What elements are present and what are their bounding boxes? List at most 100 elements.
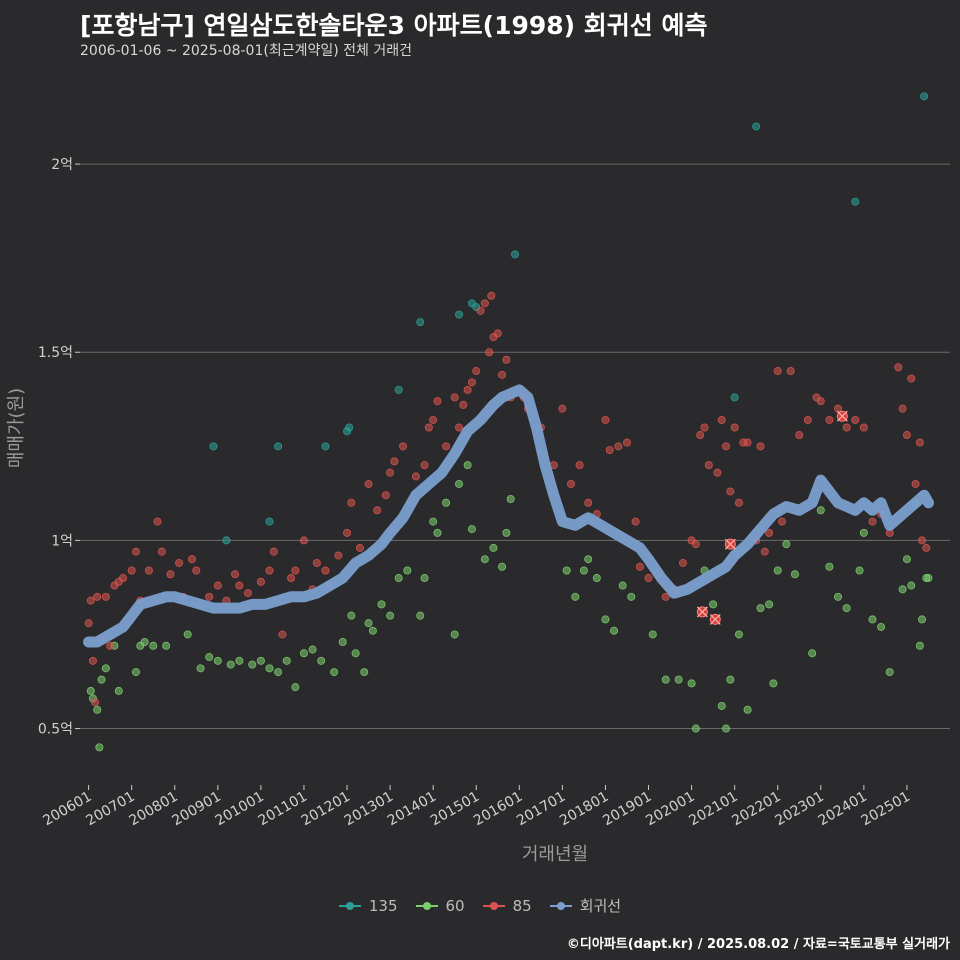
data-point-60 bbox=[809, 650, 816, 657]
data-point-85 bbox=[923, 544, 930, 551]
data-point-85 bbox=[860, 424, 867, 431]
data-point-85 bbox=[322, 567, 329, 574]
legend-swatch-135 bbox=[339, 899, 361, 913]
data-point-60 bbox=[115, 687, 122, 694]
data-point-85 bbox=[473, 367, 480, 374]
data-point-85 bbox=[567, 480, 574, 487]
data-point-60 bbox=[826, 563, 833, 570]
x-tick-label: 202401 bbox=[816, 789, 870, 830]
data-point-135 bbox=[511, 251, 518, 258]
data-point-85 bbox=[606, 446, 613, 453]
data-point-60 bbox=[925, 574, 932, 581]
data-point-60 bbox=[141, 638, 148, 645]
data-point-85 bbox=[804, 416, 811, 423]
data-point-85 bbox=[826, 416, 833, 423]
data-point-60 bbox=[236, 657, 243, 664]
x-tick-label: 201701 bbox=[514, 789, 568, 830]
data-point-85 bbox=[455, 424, 462, 431]
legend-item-85[interactable]: 85 bbox=[483, 897, 532, 915]
data-point-85 bbox=[503, 356, 510, 363]
data-point-60 bbox=[214, 657, 221, 664]
data-point-60 bbox=[87, 687, 94, 694]
data-point-135 bbox=[417, 319, 424, 326]
legend-item-regression[interactable]: 회귀선 bbox=[550, 895, 621, 916]
data-point-135 bbox=[322, 443, 329, 450]
legend-swatch-regression bbox=[550, 899, 572, 913]
data-point-85 bbox=[244, 589, 251, 596]
data-point-85 bbox=[843, 424, 850, 431]
legend-label-85: 85 bbox=[513, 897, 532, 915]
y-tick-label: 1억 bbox=[51, 533, 73, 549]
data-point-85 bbox=[87, 597, 94, 604]
data-point-85 bbox=[266, 567, 273, 574]
data-point-85 bbox=[412, 473, 419, 480]
data-point-60 bbox=[451, 631, 458, 638]
data-point-60 bbox=[266, 665, 273, 672]
legend-swatch-60 bbox=[416, 899, 438, 913]
data-point-85 bbox=[787, 367, 794, 374]
data-point-85 bbox=[300, 537, 307, 544]
data-point-85 bbox=[869, 518, 876, 525]
x-axis-title: 거래년월 bbox=[522, 844, 588, 865]
data-point-60 bbox=[404, 567, 411, 574]
data-point-85 bbox=[735, 499, 742, 506]
data-point-60 bbox=[563, 567, 570, 574]
data-point-85 bbox=[761, 548, 768, 555]
data-point-60 bbox=[675, 676, 682, 683]
data-point-85 bbox=[778, 518, 785, 525]
data-point-85 bbox=[91, 699, 98, 706]
data-point-60 bbox=[352, 650, 359, 657]
data-point-60 bbox=[361, 669, 368, 676]
data-point-85 bbox=[132, 548, 139, 555]
data-point-85 bbox=[615, 443, 622, 450]
legend-label-regression: 회귀선 bbox=[580, 895, 621, 916]
data-point-135 bbox=[921, 93, 928, 100]
data-point-135 bbox=[210, 443, 217, 450]
data-point-85 bbox=[697, 431, 704, 438]
legend-item-60[interactable]: 60 bbox=[416, 897, 465, 915]
x-tick-label: 201301 bbox=[342, 789, 396, 830]
data-point-85 bbox=[214, 582, 221, 589]
x-tick-label: 201101 bbox=[256, 789, 310, 830]
data-point-60 bbox=[886, 669, 893, 676]
data-point-60 bbox=[869, 616, 876, 623]
data-point-60 bbox=[369, 627, 376, 634]
data-point-60 bbox=[610, 627, 617, 634]
data-point-60 bbox=[275, 669, 282, 676]
data-point-60 bbox=[481, 556, 488, 563]
data-point-85 bbox=[559, 405, 566, 412]
x-tick-label: 201001 bbox=[213, 789, 267, 830]
data-point-85 bbox=[705, 462, 712, 469]
data-point-60 bbox=[783, 541, 790, 548]
x-tick-label: 201601 bbox=[471, 789, 525, 830]
data-point-60 bbox=[292, 684, 299, 691]
data-point-60 bbox=[908, 582, 915, 589]
data-point-60 bbox=[735, 631, 742, 638]
data-point-60 bbox=[757, 605, 764, 612]
data-point-85 bbox=[912, 480, 919, 487]
x-tick-label: 201501 bbox=[428, 789, 482, 830]
data-point-85 bbox=[692, 541, 699, 548]
data-point-60 bbox=[744, 706, 751, 713]
data-point-60 bbox=[490, 544, 497, 551]
x-tick-label: 201401 bbox=[385, 789, 439, 830]
data-point-60 bbox=[877, 623, 884, 630]
footer-credit: ©디아파트(dapt.kr) / 2025.08.02 / 자료=국토교통부 실… bbox=[567, 933, 950, 952]
data-point-85 bbox=[89, 657, 96, 664]
data-point-60 bbox=[856, 567, 863, 574]
data-point-85 bbox=[335, 552, 342, 559]
x-tick-label: 201801 bbox=[557, 789, 611, 830]
data-point-135 bbox=[731, 394, 738, 401]
data-point-60 bbox=[442, 499, 449, 506]
data-point-85 bbox=[727, 488, 734, 495]
data-point-85 bbox=[313, 559, 320, 566]
data-point-85 bbox=[442, 443, 449, 450]
data-point-85 bbox=[477, 307, 484, 314]
data-point-85 bbox=[365, 480, 372, 487]
legend-item-135[interactable]: 135 bbox=[339, 897, 398, 915]
data-point-85 bbox=[154, 518, 161, 525]
data-point-85 bbox=[167, 571, 174, 578]
data-point-60 bbox=[791, 571, 798, 578]
data-point-85 bbox=[386, 469, 393, 476]
data-point-85 bbox=[270, 548, 277, 555]
